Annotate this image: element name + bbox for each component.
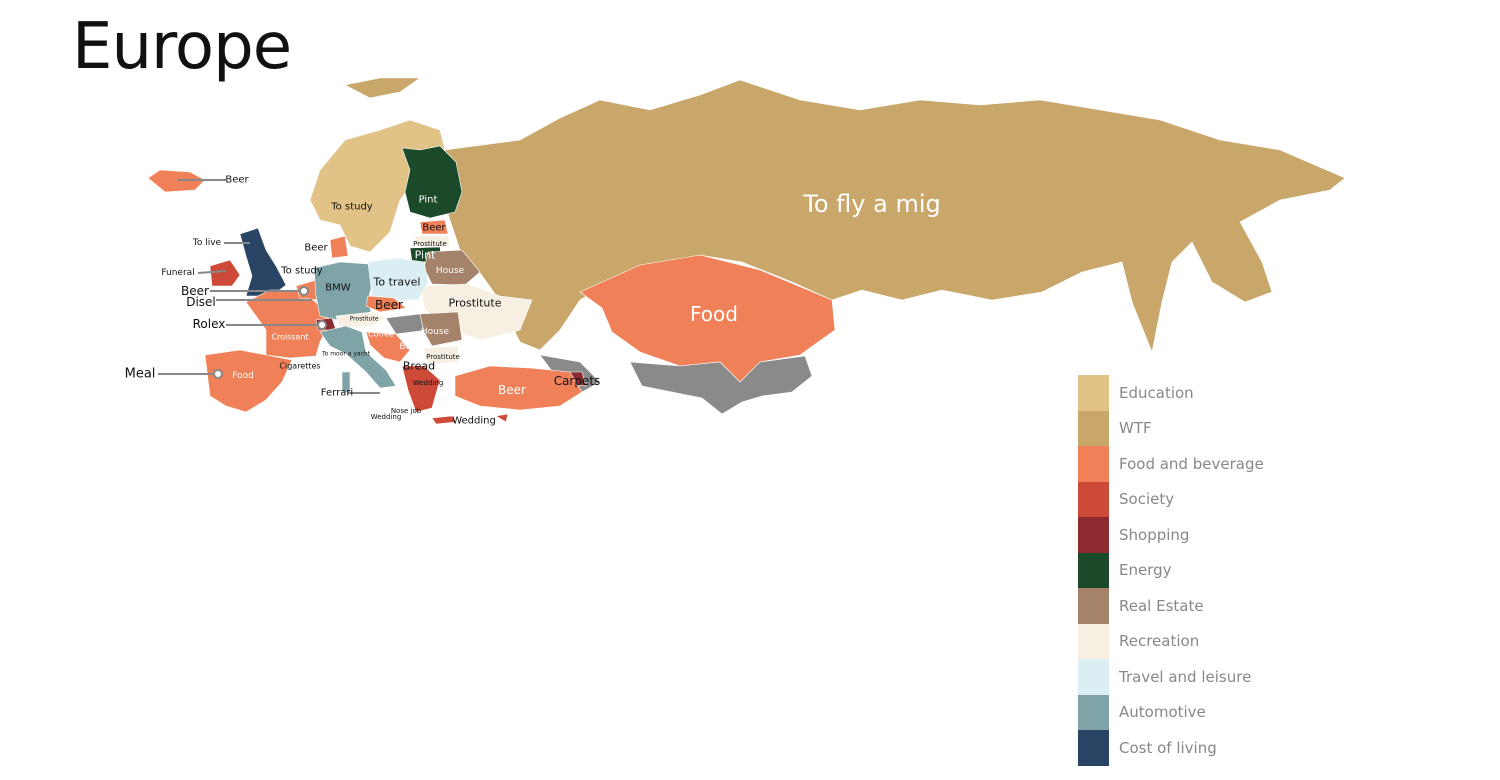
legend-item: Real Estate — [1078, 588, 1264, 624]
region-central-asia — [629, 355, 813, 415]
legend-label: Education — [1119, 383, 1194, 402]
region-bulgaria — [423, 345, 459, 365]
map-label: Prostitute — [448, 296, 502, 310]
map-label: Pint — [414, 248, 436, 262]
region-spain — [204, 349, 293, 413]
legend-label: Society — [1119, 490, 1175, 509]
legend: Education WTF Food and beverage Society Shop… — [1078, 375, 1264, 766]
legend-swatch — [1078, 446, 1109, 482]
legend-item: Shopping — [1078, 517, 1264, 553]
map-label: To fly a mig — [803, 190, 941, 218]
map-label: Food — [232, 371, 254, 381]
legend-swatch — [1078, 659, 1109, 695]
map-label: Food — [690, 302, 738, 326]
map-label: Wedding — [370, 413, 402, 421]
legend-swatch — [1078, 588, 1109, 624]
map-label: Nose job — [390, 407, 422, 415]
map-label: Carpets — [553, 374, 601, 388]
region-latvia — [414, 235, 451, 247]
legend-label: Cost of living — [1119, 738, 1217, 757]
map-label: To study — [331, 201, 373, 213]
legend-label: Food and beverage — [1119, 454, 1264, 473]
region-greece — [401, 365, 441, 413]
legend-swatch — [1078, 552, 1109, 588]
map-label: Disel — [186, 295, 216, 309]
map-label: Beer — [181, 284, 209, 298]
map-label: Beer — [422, 222, 446, 234]
legend-item: Education — [1078, 375, 1264, 411]
location-marker — [213, 369, 223, 379]
region-crete — [431, 415, 457, 425]
legend-label: WTF — [1119, 419, 1152, 438]
region-italy — [319, 325, 397, 389]
region-denmark — [329, 235, 349, 259]
map-label: Prostitute — [349, 315, 379, 323]
region-russia — [439, 79, 1346, 354]
map-label: Beer — [399, 342, 421, 352]
legend-item: Society — [1078, 481, 1264, 517]
map-title: Europe — [72, 10, 292, 84]
map-label: Bread — [402, 359, 436, 373]
map-label: Beer — [498, 383, 526, 397]
legend-swatch — [1078, 375, 1109, 411]
region-austria — [335, 311, 387, 329]
map-label: Rolex — [192, 317, 226, 331]
map-label: House — [420, 327, 450, 337]
map-label: Beer — [304, 242, 328, 254]
location-marker — [317, 320, 327, 330]
region-estonia — [419, 219, 449, 235]
location-marker — [299, 286, 309, 296]
legend-item: Automotive — [1078, 694, 1264, 730]
map-label: To travel — [373, 275, 421, 289]
region-uk — [239, 227, 287, 297]
region-ireland — [209, 259, 241, 287]
legend-item: Energy — [1078, 552, 1264, 588]
map-label: To study — [281, 265, 323, 277]
legend-label: Shopping — [1119, 525, 1190, 544]
legend-item: Recreation — [1078, 623, 1264, 659]
map-label: Ferrari — [320, 387, 354, 399]
map-label: Pint — [418, 194, 438, 206]
legend-item: Travel and leisure — [1078, 659, 1264, 695]
map-label: Funeral — [161, 268, 195, 278]
map-label: BMW — [325, 282, 351, 294]
map-label: House — [435, 266, 465, 276]
leader-arrow — [197, 270, 227, 274]
map-label: Beer — [375, 298, 403, 312]
map-label: Meal — [124, 366, 156, 382]
map-label: Prostitute — [426, 353, 460, 361]
legend-swatch — [1078, 517, 1109, 553]
legend-item: WTF — [1078, 410, 1264, 446]
map-label: Coffee — [368, 329, 394, 339]
legend-swatch — [1078, 623, 1109, 659]
legend-label: Automotive — [1119, 703, 1206, 722]
legend-swatch — [1078, 694, 1109, 730]
legend-label: Energy — [1119, 561, 1172, 580]
map-label: Croissant — [271, 332, 309, 342]
legend-swatch — [1078, 410, 1109, 446]
legend-item: Food and beverage — [1078, 446, 1264, 482]
map-label: Prostitute — [413, 240, 447, 248]
legend-label: Travel and leisure — [1119, 667, 1252, 686]
map-label: Wedding — [452, 415, 496, 427]
region-turkey — [454, 365, 583, 411]
legend-swatch — [1078, 730, 1109, 766]
region-romania — [419, 311, 463, 347]
map-label: Beer — [225, 174, 249, 186]
region-novaya-zemlya — [344, 77, 421, 99]
region-finland — [401, 145, 463, 219]
legend-item: Cost of living — [1078, 730, 1264, 766]
region-balkans — [365, 331, 411, 363]
map-label: To moor a yacht — [321, 350, 371, 358]
region-cyprus — [495, 413, 509, 423]
legend-swatch — [1078, 481, 1109, 517]
region-czech — [365, 295, 407, 313]
legend-label: Real Estate — [1119, 596, 1204, 615]
legend-label: Recreation — [1119, 632, 1200, 651]
map-label: To live — [192, 238, 222, 248]
map-label: Cigarettes — [279, 361, 321, 371]
map-label: Wedding — [412, 379, 444, 387]
